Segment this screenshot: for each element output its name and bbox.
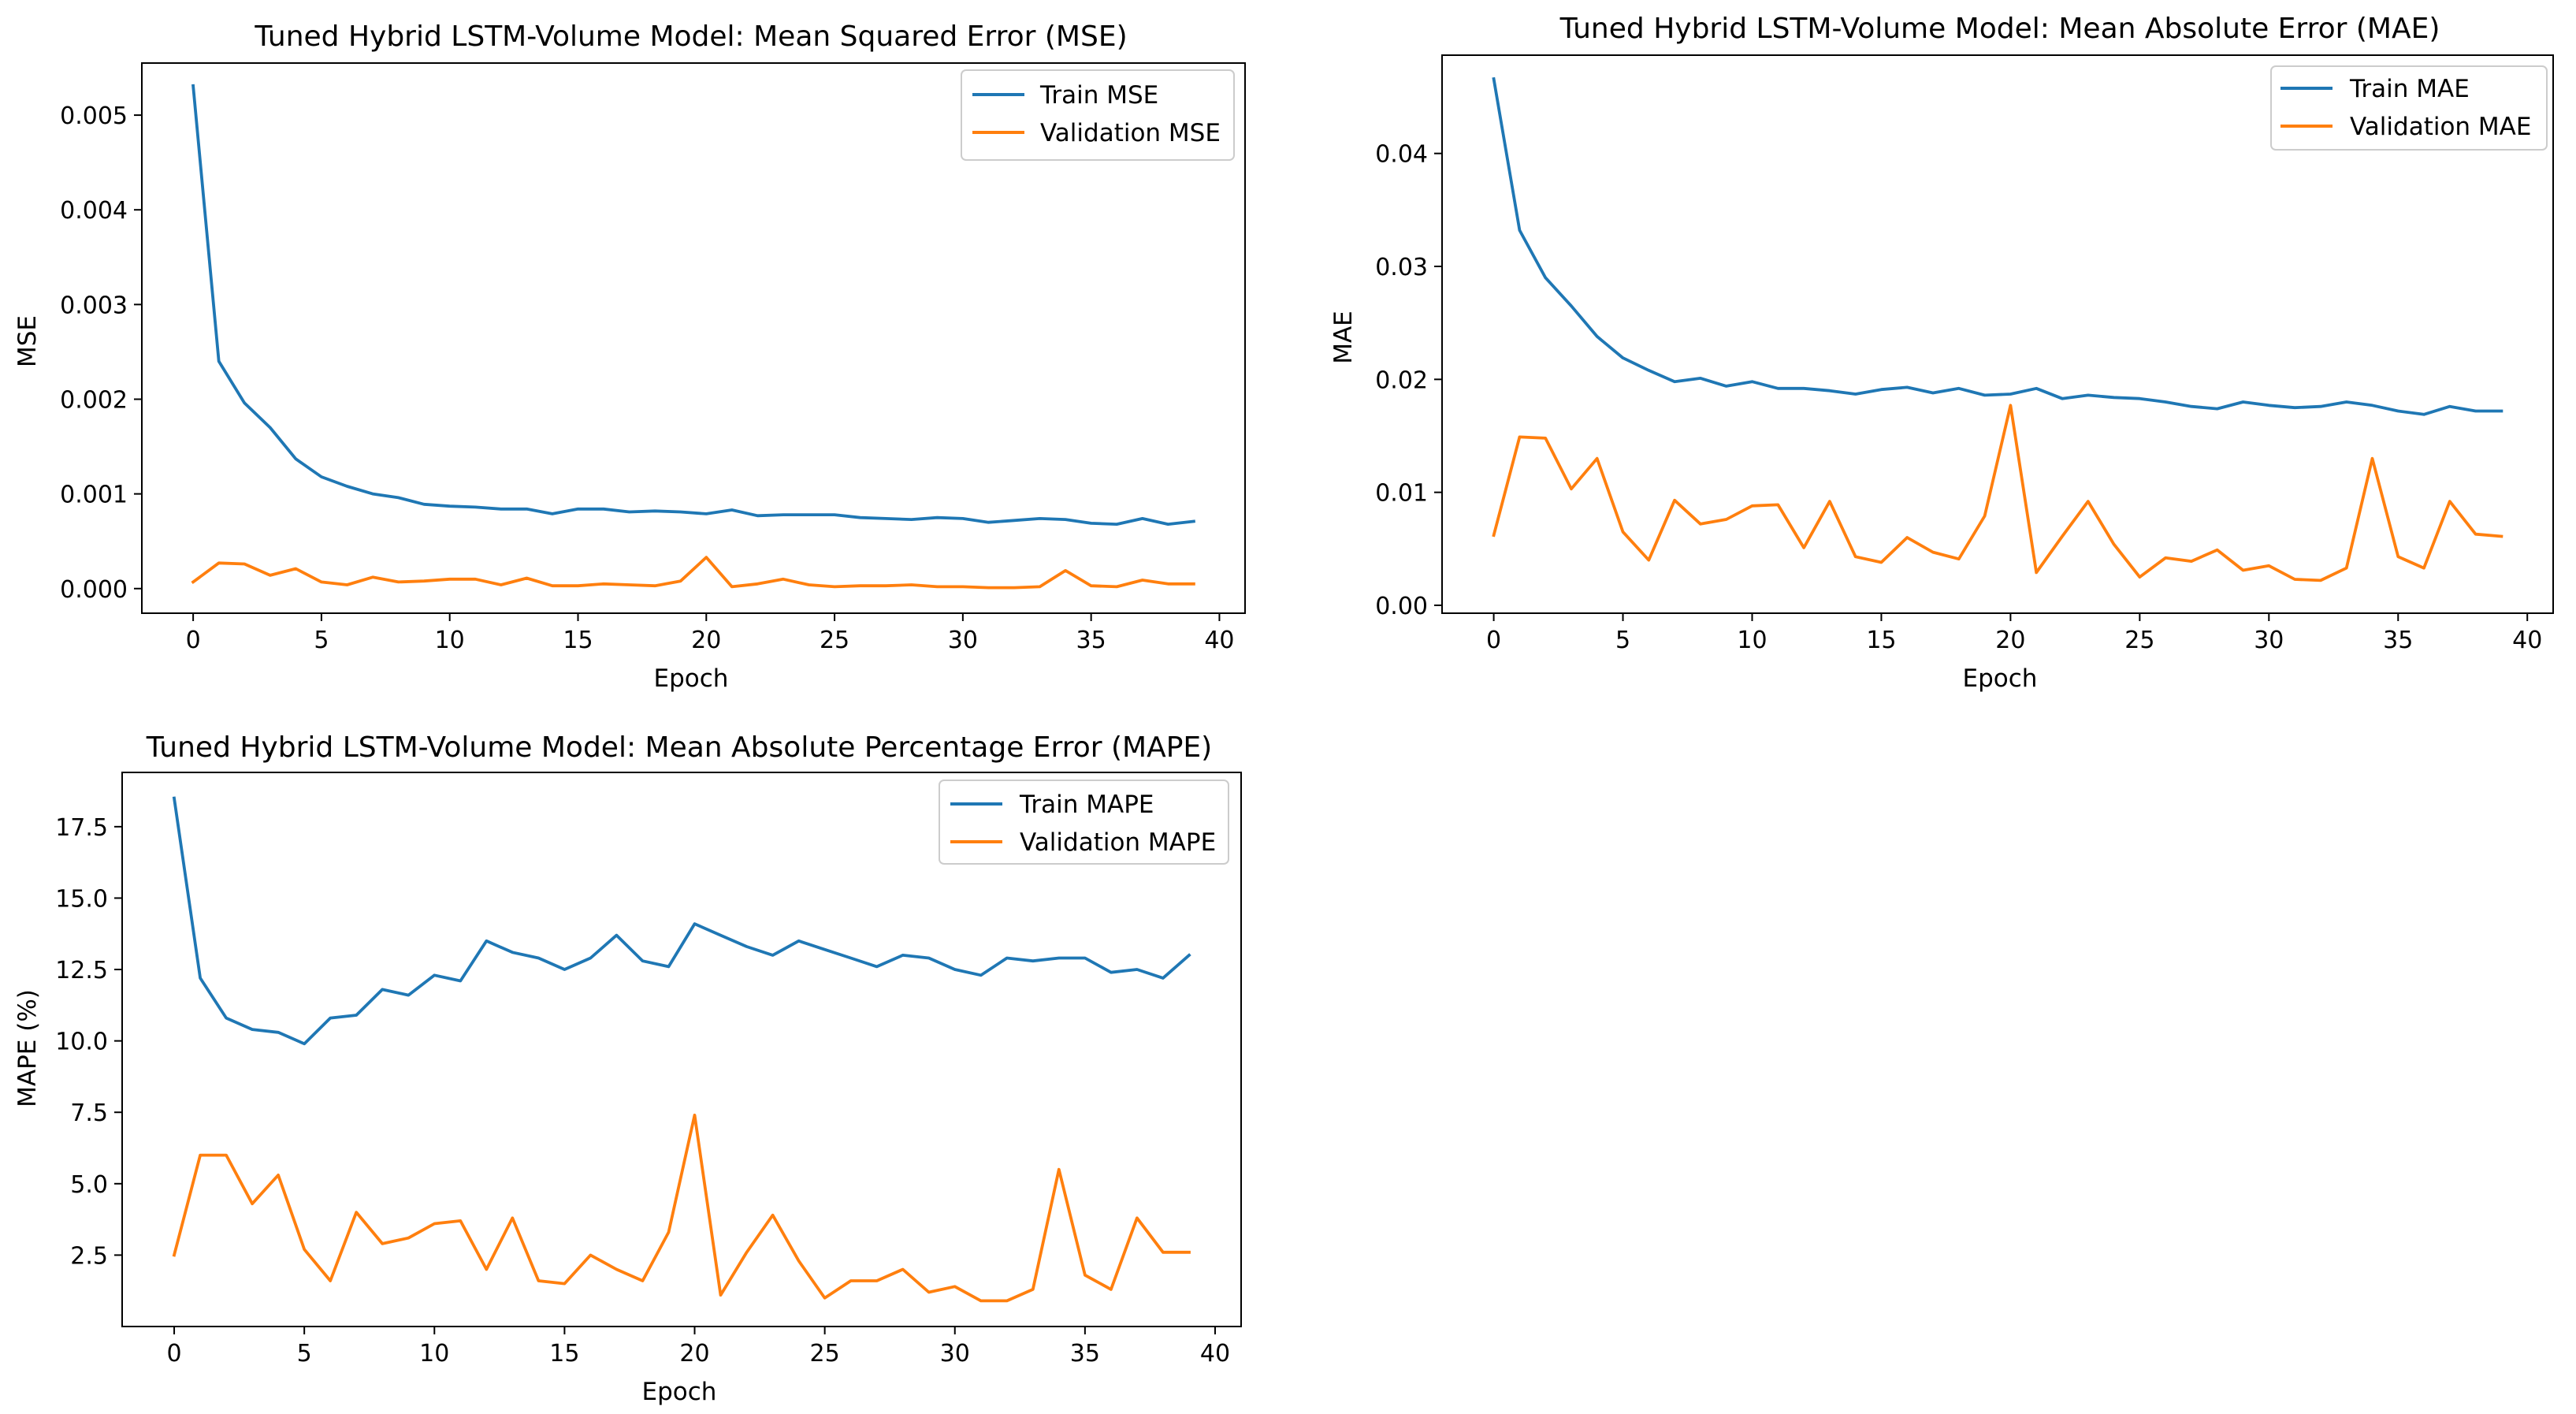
mae-legend-validation-label: Validation MAE [2350,113,2531,141]
mse-x-tick-label: 15 [563,627,593,654]
mse-series-validation-line [191,556,1195,590]
mae-series-validation-line [1492,404,2504,582]
mse-legend: Train MSE Validation MSE [961,69,1235,161]
mse-chart: Tuned Hybrid LSTM-Volume Model: Mean Squ… [13,20,1246,693]
mse-x-tick-label: 5 [314,627,329,654]
mse-x-tick-label: 25 [820,627,849,654]
mse-legend-train-label: Train MSE [1039,81,1158,110]
mse-y-tick-label: 0.004 [60,197,128,225]
mape-x-tick-label: 0 [166,1340,181,1367]
mse-y-axis-label: MSE [13,315,42,367]
mape-x-axis-label: Epoch [642,1378,717,1406]
mae-plot-frame [1441,54,2554,614]
mape-y-tick-label: 17.5 [55,814,108,842]
mse-y-tick-label: 0.000 [60,576,128,604]
mae-y-tick-label: 0.01 [1375,480,1428,508]
mape-chart-title: Tuned Hybrid LSTM-Volume Model: Mean Abs… [146,731,1212,764]
mse-x-tick-label: 35 [1076,627,1106,654]
mape-y-tick-label: 2.5 [70,1242,108,1270]
mse-y-tick-label: 0.001 [60,482,128,509]
mae-x-tick-label: 0 [1486,627,1501,654]
mape-y-tick-label: 5.0 [70,1171,108,1199]
mape-chart: Tuned Hybrid LSTM-Volume Model: Mean Abs… [13,731,1242,1406]
mae-x-tick-label: 40 [2512,627,2542,654]
mape-series-validation-line [172,1113,1191,1303]
mape-legend-train-label: Train MAPE [1019,791,1154,819]
mse-plot-frame [141,62,1246,614]
mape-legend-box [939,780,1229,865]
mae-x-tick-label: 15 [1866,627,1896,654]
mae-legend-train-label: Train MAE [2349,75,2470,103]
mse-y-tick-label: 0.002 [60,386,128,414]
mse-y-tick-label: 0.003 [60,292,128,319]
mae-chart: Tuned Hybrid LSTM-Volume Model: Mean Abs… [1329,13,2554,693]
mae-legend-box [2270,65,2548,151]
mae-x-axis-label: Epoch [1963,664,2038,693]
mae-x-tick-label: 30 [2254,627,2284,654]
mse-series-train-line [191,84,1195,526]
mape-y-tick-label: 7.5 [70,1100,108,1127]
mape-y-tick-label: 15.0 [55,885,108,913]
mae-x-tick-label: 5 [1615,627,1630,654]
mse-x-tick-label: 30 [948,627,978,654]
mse-y-tick-label: 0.005 [60,102,128,130]
mae-y-tick-label: 0.03 [1375,254,1428,281]
mae-y-tick-label: 0.00 [1375,593,1428,620]
mape-x-tick-label: 10 [419,1340,449,1367]
mae-series-train-line [1492,76,2504,416]
mape-y-tick-label: 10.0 [55,1029,108,1056]
mape-plot-frame [121,772,1242,1327]
mape-legend: Train MAPE Validation MAPE [939,780,1229,865]
mse-x-tick-label: 20 [691,627,721,654]
mae-x-tick-label: 10 [1737,627,1767,654]
mae-x-tick-label: 20 [1995,627,2025,654]
mae-y-axis-label: MAE [1329,311,1358,364]
mae-y-tick-label: 0.04 [1375,141,1428,169]
mse-legend-box [961,69,1235,161]
mape-series-train-line [172,796,1191,1046]
mse-x-tick-label: 10 [435,627,465,654]
mae-y-tick-label: 0.02 [1375,367,1428,394]
mse-chart-title: Tuned Hybrid LSTM-Volume Model: Mean Squ… [254,20,1127,53]
mse-x-tick-label: 40 [1204,627,1234,654]
mse-legend-validation-label: Validation MSE [1040,119,1221,147]
mae-chart-title: Tuned Hybrid LSTM-Volume Model: Mean Abs… [1559,13,2440,45]
mse-x-axis-label: Epoch [654,664,729,693]
mape-x-tick-label: 40 [1200,1340,1230,1367]
mape-x-tick-label: 5 [297,1340,312,1367]
mape-y-tick-label: 12.5 [55,957,108,984]
mae-x-tick-label: 25 [2124,627,2154,654]
mape-x-tick-label: 25 [810,1340,840,1367]
mape-x-tick-label: 30 [940,1340,970,1367]
mae-legend: Train MAE Validation MAE [2270,65,2548,151]
mape-x-tick-label: 15 [549,1340,579,1367]
mape-x-tick-label: 35 [1070,1340,1100,1367]
mape-x-tick-label: 20 [679,1340,709,1367]
mape-y-axis-label: MAPE (%) [13,989,42,1107]
mse-x-tick-label: 0 [186,627,201,654]
mae-x-tick-label: 35 [2383,627,2413,654]
mape-legend-validation-label: Validation MAPE [1020,828,1216,857]
